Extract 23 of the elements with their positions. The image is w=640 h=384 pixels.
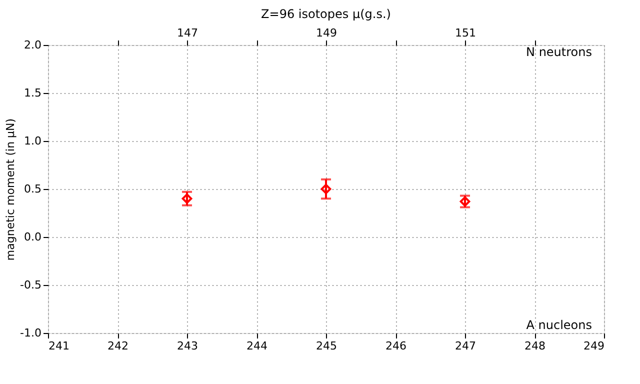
- x-tick-label: 243: [177, 340, 198, 352]
- x-tick-label: 248: [524, 340, 546, 352]
- x2-tick-label: 151: [455, 26, 476, 40]
- chart-title: Z=96 isotopes μ(g.s.): [261, 7, 391, 21]
- y-tick-label: 0.5: [24, 182, 42, 196]
- x2-tick-label: 149: [316, 26, 337, 40]
- y-axis-title: magnetic moment (in μN): [4, 118, 18, 261]
- y-tick-label: 2.0: [24, 38, 42, 52]
- x2-tick-label: 147: [177, 26, 198, 40]
- x-axis-title: A nucleons: [526, 318, 592, 332]
- y-tick-label: -1.0: [20, 326, 42, 340]
- x-tick-label: 249: [584, 340, 604, 352]
- x-tick-label: 245: [316, 340, 337, 352]
- x-tick-label: 242: [108, 340, 128, 352]
- y-tick-label: 1.0: [24, 134, 42, 148]
- y-tick-label: -0.5: [20, 278, 42, 292]
- x-tick-label: 241: [48, 340, 70, 352]
- y-tick-label: 0.0: [24, 230, 42, 244]
- x-tick-label: 247: [455, 340, 476, 352]
- x-tick-label: 246: [386, 340, 406, 352]
- x2-axis-title: N neutrons: [526, 45, 592, 59]
- x-tick-label: 244: [246, 340, 268, 352]
- y-tick-label: 1.5: [24, 86, 42, 100]
